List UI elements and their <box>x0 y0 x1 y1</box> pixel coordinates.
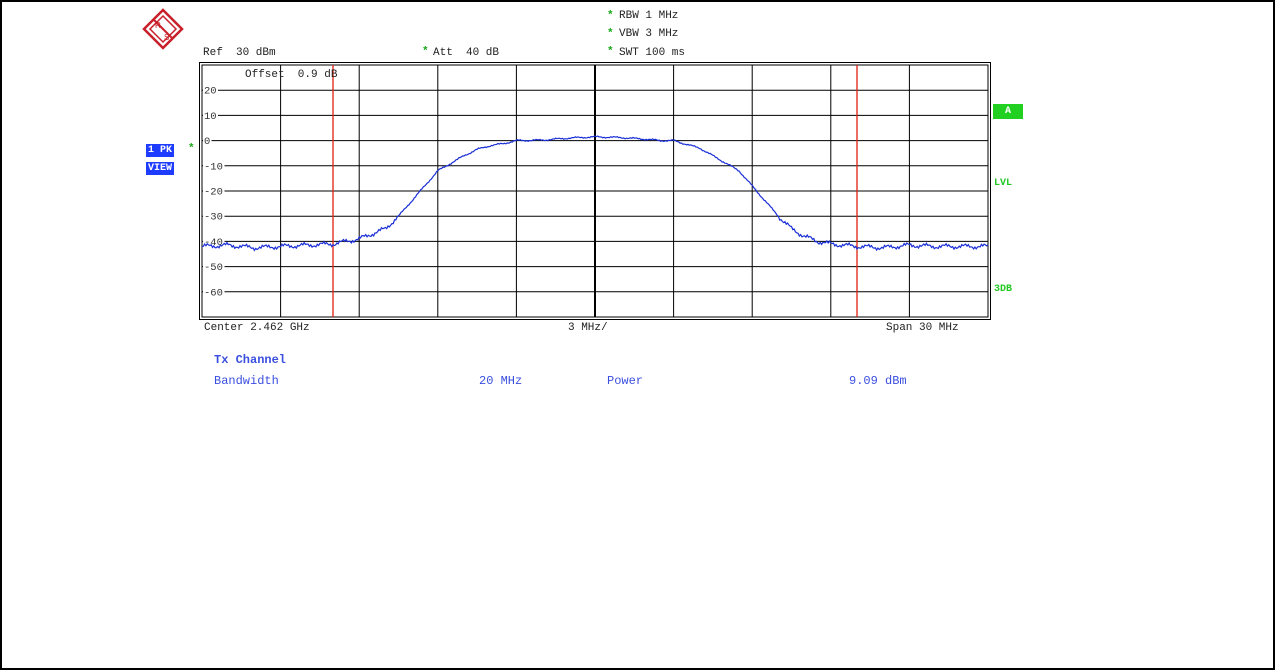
offset-label: Offset 0.9 dB <box>245 69 338 81</box>
per-division-label: 3 MHz/ <box>568 322 608 334</box>
y-tick-label: -60 <box>204 287 223 299</box>
span-label: Span 30 MHz <box>886 322 959 334</box>
y-tick-label-bg <box>203 85 218 96</box>
y-tick-label-bg <box>203 160 225 171</box>
svg-text:R: R <box>155 21 161 30</box>
y-tick-label-bg <box>203 236 225 247</box>
y-tick-label-bg <box>203 186 225 196</box>
tx-channel-title: Tx Channel <box>214 353 287 367</box>
y-tick-label: -20 <box>204 187 223 199</box>
y-tick-label: -50 <box>204 262 223 274</box>
plot-grid <box>199 62 991 320</box>
swt-star: * <box>607 46 614 58</box>
trace-star: * <box>188 143 195 155</box>
rbw-star: * <box>607 10 614 22</box>
bandwidth-label: Bandwidth <box>214 374 279 388</box>
ref-level-label: Ref 30 dBm <box>203 47 276 59</box>
y-axis-ticks: 20 10 0 -10 -20 -30 -40 -50 -60 <box>203 85 225 299</box>
vbw-star: * <box>607 28 614 40</box>
lvl-label: LVL <box>994 178 1013 189</box>
trace-detector-badge: 1 PK <box>146 144 175 157</box>
3db-label: 3DB <box>994 284 1013 295</box>
y-tick-label: -40 <box>204 237 223 249</box>
spectrum-trace <box>201 135 989 252</box>
attenuation-label: Att 40 dB <box>433 47 500 59</box>
y-tick-label-bg <box>203 135 212 146</box>
center-frequency-label: Center 2.462 GHz <box>204 322 310 334</box>
svg-text:S: S <box>164 33 169 42</box>
trace-view-badge: VIEW <box>146 162 175 175</box>
vbw-label: VBW 3 MHz <box>619 28 679 40</box>
y-tick-label-bg <box>203 261 225 272</box>
y-tick-label: 10 <box>204 111 217 123</box>
bandwidth-value: 20 MHz <box>479 374 523 388</box>
sweep-time-label: SWT 100 ms <box>619 47 686 59</box>
y-tick-label-bg <box>203 211 225 222</box>
y-tick-label: -30 <box>204 212 223 224</box>
channel-lines <box>332 65 858 317</box>
trace-a-badge: A <box>993 104 1023 119</box>
power-label: Power <box>607 374 644 388</box>
y-tick-label: 20 <box>204 86 217 98</box>
rohde-schwarz-logo: R S <box>142 8 184 50</box>
y-tick-label-bg <box>203 286 225 297</box>
spectrum-plot: 20 10 0 -10 -20 -30 -40 -50 -60 <box>199 62 991 320</box>
att-star: * <box>422 46 429 58</box>
y-tick-label-bg <box>203 110 218 121</box>
power-value: 9.09 dBm <box>849 374 907 388</box>
y-tick-label: 0 <box>204 136 210 148</box>
plot-outer-frame <box>199 62 991 320</box>
y-tick-label: -10 <box>204 161 223 173</box>
rbw-label: RBW 1 MHz <box>619 10 679 22</box>
